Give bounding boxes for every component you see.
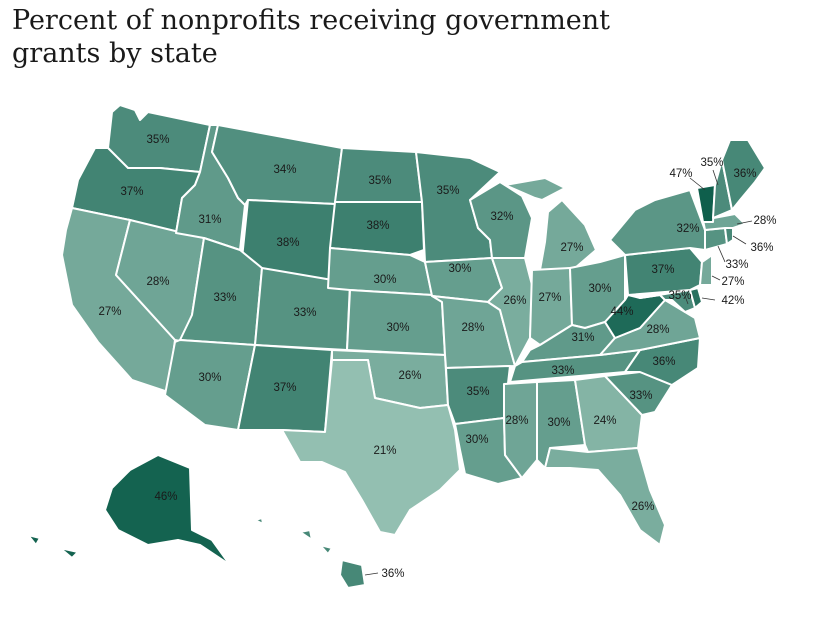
state-ri	[724, 227, 734, 245]
state-label-ut: 33%	[213, 292, 236, 304]
state-mi	[504, 177, 597, 271]
state-label-ga: 24%	[593, 415, 616, 427]
state-label-vt: 47%	[669, 168, 692, 180]
state-label-de: 42%	[721, 295, 744, 307]
state-label-mi: 27%	[560, 242, 583, 254]
state-label-ms: 28%	[505, 415, 528, 427]
callout-lines	[364, 169, 753, 576]
callout-line-vt	[689, 177, 706, 191]
state-tx	[281, 359, 461, 536]
state-label-id: 31%	[198, 214, 221, 226]
state-hi	[254, 517, 366, 589]
state-de	[689, 287, 703, 309]
state-label-pa: 37%	[651, 264, 674, 276]
state-label-ca: 27%	[98, 306, 121, 318]
callout-line-nj	[711, 275, 721, 281]
callout-line-md	[684, 295, 689, 305]
state-label-nj: 27%	[721, 276, 744, 288]
state-label-nv: 28%	[146, 276, 169, 288]
callout-line-de	[701, 297, 716, 301]
state-nj	[699, 254, 713, 286]
state-label-va: 28%	[646, 324, 669, 336]
state-label-wa: 35%	[146, 134, 169, 146]
state-label-ak: 46%	[154, 491, 177, 503]
state-label-mn: 35%	[436, 185, 459, 197]
states-layer	[27, 104, 766, 589]
state-label-mt: 34%	[273, 164, 296, 176]
state-label-or: 37%	[120, 186, 143, 198]
state-label-hi: 36%	[381, 568, 404, 580]
state-label-me: 36%	[733, 168, 756, 180]
state-label-ia: 30%	[448, 263, 471, 275]
state-ct	[704, 227, 728, 251]
state-label-sd: 38%	[366, 220, 389, 232]
state-label-az: 30%	[198, 372, 221, 384]
callout-line-nh	[712, 169, 719, 186]
state-label-md: 35%	[668, 290, 691, 302]
state-label-wi: 32%	[490, 211, 513, 223]
state-label-ne: 30%	[373, 274, 396, 286]
state-label-tx: 21%	[373, 445, 396, 457]
state-label-nd: 35%	[368, 175, 391, 187]
state-label-ri: 36%	[750, 242, 773, 254]
state-label-ny: 32%	[676, 223, 699, 235]
state-label-tn: 33%	[551, 365, 574, 377]
state-ak	[27, 454, 231, 566]
state-label-mo: 28%	[461, 322, 484, 334]
state-ma	[702, 213, 746, 231]
state-label-wy: 38%	[276, 237, 299, 249]
state-labels: 35% 37% 27% 31% 28% 34% 38% 33% 30% 33% 37% 35% 38% 3…	[98, 134, 776, 580]
callout-line-hi	[364, 572, 379, 576]
state-label-oh: 30%	[588, 283, 611, 295]
state-label-co: 33%	[293, 307, 316, 319]
state-label-ok: 26%	[398, 370, 421, 382]
state-label-nm: 37%	[273, 382, 296, 394]
state-label-ct: 33%	[725, 259, 748, 271]
state-label-ks: 30%	[386, 322, 409, 334]
state-label-al: 30%	[547, 417, 570, 429]
state-sd	[329, 201, 425, 256]
state-label-ky: 31%	[571, 332, 594, 344]
state-label-la: 30%	[465, 434, 488, 446]
state-label-nh: 35%	[700, 157, 723, 169]
state-label-il: 26%	[503, 295, 526, 307]
callout-line-ct	[717, 245, 726, 263]
state-label-sc: 33%	[629, 390, 652, 402]
state-label-ma: 28%	[753, 215, 776, 227]
state-label-in: 27%	[538, 292, 561, 304]
state-vt	[696, 184, 716, 223]
state-me	[721, 139, 766, 211]
callout-line-ma	[736, 220, 753, 225]
state-il	[487, 257, 533, 367]
callout-line-ri	[732, 235, 747, 245]
state-label-ar: 35%	[466, 386, 489, 398]
state-ne	[327, 247, 433, 296]
state-label-wv: 44%	[610, 306, 633, 318]
state-label-nc: 36%	[652, 356, 675, 368]
map-title: Percent of nonprofits receiving governme…	[12, 5, 611, 69]
state-fl	[544, 447, 666, 546]
state-label-fl: 26%	[631, 501, 654, 513]
